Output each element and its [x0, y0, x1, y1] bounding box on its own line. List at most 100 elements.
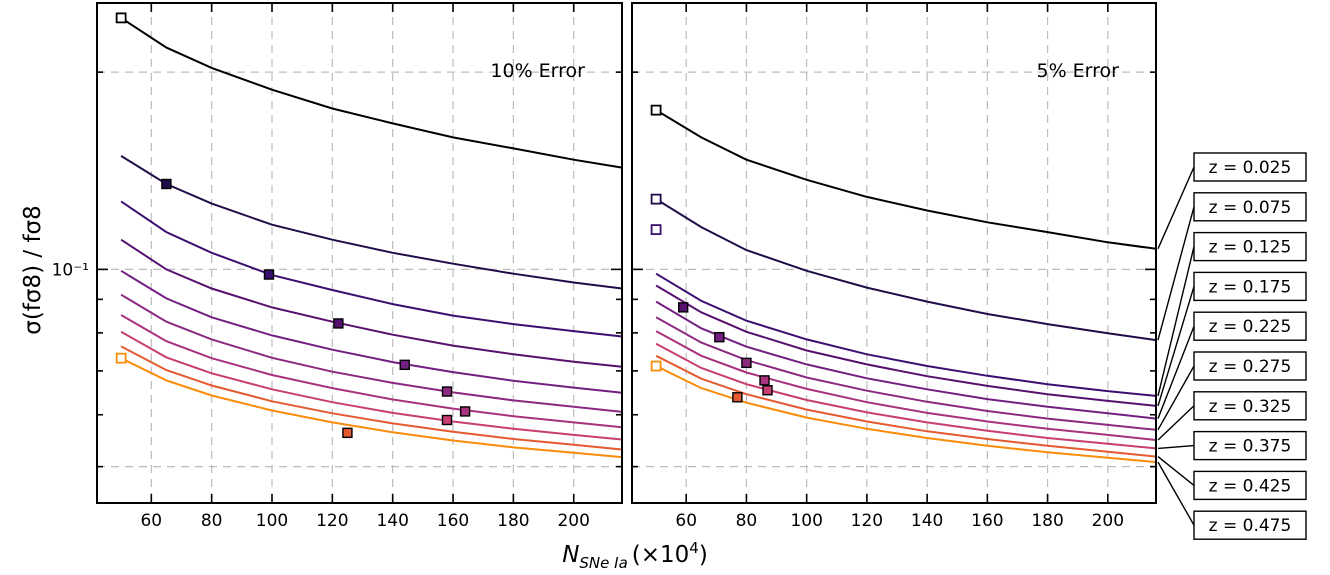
series-line-0.325 [655, 330, 1157, 441]
x-tick-label: 60 [675, 511, 697, 531]
series-marker [161, 178, 172, 190]
legend-item: z = 0.375 [1193, 430, 1307, 461]
series-marker [115, 12, 127, 24]
legend-leader-line [1157, 206, 1195, 341]
legend-leader-line [1157, 456, 1195, 486]
legend-item: z = 0.175 [1193, 271, 1307, 302]
legend-leader-line [1157, 365, 1195, 431]
series-line-0.375 [120, 330, 623, 441]
legend-label: z = 0.275 [1209, 357, 1292, 377]
series-line-0.325 [120, 314, 623, 429]
legend-leader-line [1157, 246, 1195, 397]
series-marker [333, 318, 344, 329]
x-tick-label: 140 [911, 511, 943, 531]
series-line-0.425 [120, 345, 623, 451]
series-line-0.425 [655, 354, 1157, 458]
legend-item: z = 0.125 [1193, 231, 1307, 262]
y-tick-label: 10⁻¹ [52, 260, 89, 280]
legend-box [1193, 271, 1307, 302]
x-tick-label: 180 [497, 511, 529, 531]
legend-item: z = 0.425 [1193, 470, 1307, 501]
legend-item: z = 0.225 [1193, 311, 1307, 341]
series-marker [399, 359, 410, 371]
legend-label: z = 0.425 [1209, 476, 1292, 496]
series-line-0.025 [120, 17, 623, 169]
plot-frame [96, 2, 623, 504]
legend-item: z = 0.075 [1193, 192, 1307, 222]
x-tick-label: 100 [790, 511, 822, 531]
legend-label: z = 0.225 [1209, 317, 1292, 337]
legend-label: z = 0.325 [1209, 397, 1292, 417]
panel-2: 60 80 100 120 140 160 180 200 5% Error [631, 2, 1157, 531]
series-marker [677, 302, 689, 313]
series-marker [732, 392, 743, 403]
legend-item: z = 0.025 [1193, 152, 1307, 182]
legend-item: z = 0.475 [1193, 510, 1307, 540]
legend-label: z = 0.175 [1209, 277, 1292, 297]
legend: z = 0.025 z = 0.075 z = 0.125 z = 0.175 z = … [1193, 152, 1307, 540]
x-axis-title-main: N [562, 542, 579, 568]
legend-item: z = 0.325 [1193, 391, 1307, 421]
legend-leader-lines [1157, 166, 1195, 526]
legend-box [1193, 231, 1307, 262]
series-line-0.475 [120, 357, 623, 459]
legend-box [1193, 311, 1307, 341]
legend-leader-line [1157, 444, 1195, 450]
series-line-0.475 [655, 365, 1157, 464]
series-marker [650, 360, 662, 372]
legend-leader-line [1157, 461, 1195, 526]
legend-leader-line [1157, 325, 1195, 419]
legend-leader-line [1157, 286, 1195, 407]
series-line-0.225 [655, 300, 1157, 420]
legend-box [1193, 192, 1307, 222]
x-tick-label: 100 [256, 511, 288, 531]
panel-label: 5% Error [1037, 60, 1120, 82]
series-marker [459, 406, 471, 417]
series-marker [741, 357, 752, 369]
series-line-0.275 [655, 316, 1157, 431]
series-marker [342, 427, 353, 439]
legend-label: z = 0.025 [1209, 158, 1292, 178]
series-marker [762, 385, 773, 396]
series-line-0.125 [655, 272, 1157, 397]
legend-box [1193, 510, 1307, 540]
series-marker [650, 224, 662, 236]
x-tick-label: 60 [140, 511, 162, 531]
series-marker [441, 386, 453, 397]
series-marker [714, 331, 725, 343]
series-line-0.025 [655, 109, 1157, 250]
x-tick-label: 200 [557, 511, 589, 531]
series-marker [759, 375, 770, 386]
plot-frame [631, 2, 1157, 504]
x-tick-label: 200 [1092, 511, 1124, 531]
x-tick-label: 80 [201, 511, 223, 531]
x-axis-title-close: ) [699, 542, 708, 568]
legend-label: z = 0.075 [1209, 198, 1292, 218]
legend-item: z = 0.275 [1193, 351, 1307, 381]
series-marker [115, 352, 127, 364]
legend-label: z = 0.125 [1209, 238, 1292, 258]
series-line-0.125 [120, 200, 623, 338]
panels: 60 80 100 120 140 160 180 200 10% Error 10⁻¹ 60 80 1… [52, 2, 1157, 531]
legend-label: z = 0.375 [1209, 437, 1292, 457]
panel-label: 10% Error [490, 60, 585, 82]
series-line-0.175 [655, 284, 1157, 407]
x-tick-label: 80 [736, 511, 758, 531]
series-line-0.225 [120, 269, 623, 394]
x-tick-label: 120 [316, 511, 348, 531]
series-line-0.275 [120, 293, 623, 413]
x-axis-title-sub: SNe Ia [579, 554, 627, 572]
x-tick-label: 180 [1031, 511, 1063, 531]
x-axis-title-exp: 4 [689, 539, 699, 557]
x-axis-title: NSNe Ia (×104) [562, 539, 708, 572]
x-tick-label: 120 [851, 511, 883, 531]
series-marker [263, 269, 275, 280]
series-line-0.175 [120, 238, 623, 368]
x-tick-label: 140 [376, 511, 408, 531]
series-line-0.075 [655, 198, 1157, 342]
x-axis-title-rest: (×10 [632, 542, 690, 568]
legend-leader-line [1157, 405, 1195, 441]
y-axis-title: σ(fσ8) / fσ8 [20, 205, 46, 335]
series-marker [650, 193, 662, 205]
